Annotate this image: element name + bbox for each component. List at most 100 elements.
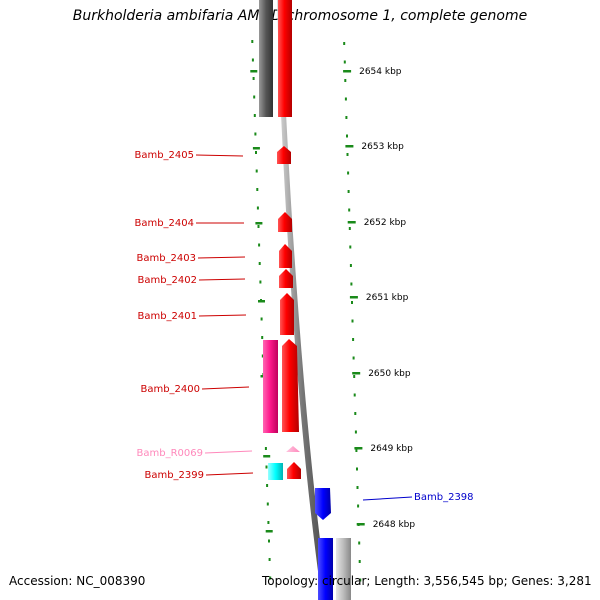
- guide-dot: [258, 262, 261, 265]
- guide-dot: [348, 208, 351, 212]
- guide-dot: [269, 576, 272, 580]
- scale-tick: [343, 70, 352, 73]
- rna-arrow-bamb-r0069: [286, 446, 300, 452]
- gene-arrow-bamb-2402: [279, 269, 293, 288]
- gene-arrow-bamb-2399-forward: [287, 462, 301, 479]
- guide-dot: [351, 301, 353, 304]
- guide-dot: [351, 319, 354, 323]
- guide-dot: [348, 227, 351, 230]
- scale-tick-label: 2653 kbp: [361, 142, 404, 152]
- guide-dot: [354, 412, 357, 415]
- guide-dot: [352, 338, 355, 341]
- guide-dot: [266, 502, 269, 506]
- scale-tick: [356, 523, 365, 526]
- gene-label[interactable]: Bamb_2405: [134, 150, 194, 161]
- guide-dot: [267, 521, 270, 524]
- scale-tick-label: 2651 kbp: [366, 293, 409, 303]
- guide-dot: [347, 171, 350, 175]
- genome-summary-label: Topology: circular; Length: 3,556,545 bp…: [262, 574, 592, 588]
- scale-tick: [345, 145, 354, 148]
- guide-dot: [268, 558, 271, 561]
- scale-tick-label: 2648 kbp: [373, 520, 416, 530]
- scale-tick-label: 2649 kbp: [370, 444, 413, 454]
- gene-block-bamb-2399-reverse: [268, 463, 283, 480]
- gene-block-bamb-2400-reverse: [263, 340, 278, 433]
- feature-block-red-top: [278, 0, 292, 117]
- guide-dot: [349, 264, 352, 267]
- guide-dot: [344, 97, 347, 101]
- guide-dot: [251, 58, 254, 62]
- gene-leader-line: [195, 154, 244, 157]
- gene-arrow-bamb-2398: [315, 488, 331, 520]
- gene-leader-line: [205, 472, 254, 476]
- gene-arrow-bamb-2405: [277, 146, 291, 164]
- gene-arrow-bamb-2401: [280, 293, 294, 335]
- guide-dot: [359, 578, 362, 582]
- scale-dot-guides: [250, 40, 362, 582]
- guide-dot: [353, 393, 356, 397]
- guide-dot: [345, 116, 348, 119]
- guide-dot: [253, 114, 256, 117]
- guide-dot: [260, 317, 263, 321]
- guide-dot: [265, 465, 268, 469]
- guide-dot: [259, 280, 262, 284]
- scale-tick-label: 2650 kbp: [368, 369, 411, 379]
- gene-label[interactable]: Bamb_2401: [137, 311, 197, 322]
- gene-label[interactable]: Bamb_2402: [137, 275, 197, 286]
- gene-label[interactable]: Bamb_2398: [414, 492, 474, 503]
- scale-tick: [352, 372, 361, 375]
- gene-label[interactable]: Bamb_2400: [140, 384, 200, 395]
- guide-dot: [255, 151, 257, 154]
- guide-dot: [257, 225, 260, 228]
- feature-block-blue-bottom: [318, 538, 333, 600]
- gene-leader-line: [362, 496, 413, 501]
- guide-dot: [350, 282, 353, 286]
- guide-dot: [356, 486, 359, 489]
- guide-dot: [355, 449, 358, 452]
- gene-label[interactable]: Bamb_2403: [136, 253, 196, 264]
- guide-dot: [258, 243, 261, 247]
- guide-dot: [256, 188, 259, 191]
- feature-block-gray-bottom: [336, 538, 351, 600]
- map-title: Burkholderia ambifaria AMMD chromosome 1…: [72, 8, 528, 24]
- scale-tick-label: 2654 kbp: [359, 67, 402, 77]
- guide-major-dash: [255, 222, 263, 225]
- guide-dot: [358, 560, 361, 563]
- guide-major-dash: [263, 455, 271, 458]
- guide-dot: [358, 541, 361, 545]
- guide-dot: [347, 190, 350, 193]
- gene-leader-line: [198, 314, 247, 317]
- guide-major-dash: [252, 147, 260, 150]
- guide-dot: [357, 504, 360, 508]
- scale-tick: [349, 296, 358, 299]
- guide-dot: [343, 60, 346, 64]
- guide-dot: [255, 169, 258, 173]
- guide-major-dash: [258, 300, 265, 303]
- guide-dot: [346, 134, 348, 138]
- guide-dot: [266, 484, 269, 487]
- guide-dot: [346, 153, 349, 156]
- feature-block-gray-top: [259, 0, 273, 117]
- guide-dot: [264, 447, 267, 450]
- gene-label[interactable]: Bamb_2399: [144, 470, 204, 481]
- guide-dot: [349, 245, 352, 249]
- guide-dot: [356, 467, 358, 471]
- guide-dot: [268, 539, 270, 543]
- guide-dot: [254, 132, 257, 136]
- gene-arrow-bamb-2403: [279, 244, 292, 268]
- guide-dot: [353, 375, 356, 378]
- gene-label[interactable]: Bamb_2404: [134, 218, 194, 229]
- guide-dot: [256, 206, 259, 210]
- guide-dot: [344, 79, 347, 82]
- gene-leader-line: [198, 278, 246, 281]
- gene-label[interactable]: Bamb_R0069: [137, 448, 203, 459]
- guide-major-dash: [265, 530, 273, 533]
- gene-leader-line: [201, 386, 250, 390]
- gene-arrow-bamb-2400-forward: [282, 339, 299, 432]
- guide-dot: [352, 356, 355, 360]
- guide-dot: [261, 354, 264, 358]
- gene-leader-line: [197, 256, 246, 259]
- guide-dot: [252, 77, 255, 80]
- guide-dot: [354, 430, 357, 434]
